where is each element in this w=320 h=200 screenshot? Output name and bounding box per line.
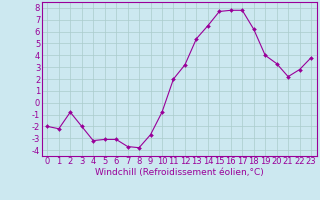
X-axis label: Windchill (Refroidissement éolien,°C): Windchill (Refroidissement éolien,°C) xyxy=(95,168,264,177)
